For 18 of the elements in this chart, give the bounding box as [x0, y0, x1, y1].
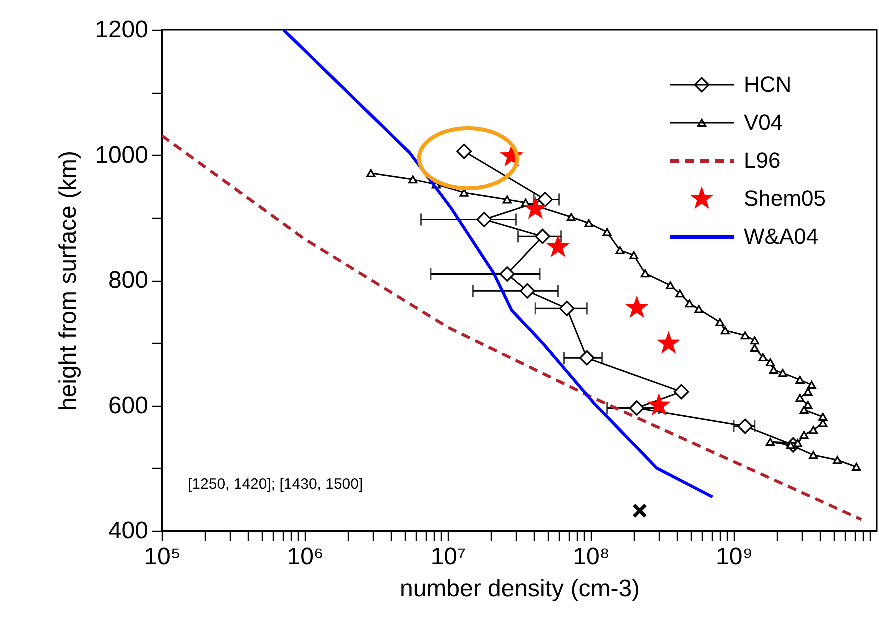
y-tick-label: 800	[108, 267, 148, 294]
y-tick-label: 600	[108, 392, 148, 420]
y-tick-label: 1200	[95, 16, 148, 44]
annotation: [1250, 1420]; [1430, 1500]	[188, 476, 364, 493]
x-tick-label: 10⁹	[716, 544, 753, 570]
legend-label: V04	[744, 110, 784, 135]
legend-label: Shem05	[744, 186, 826, 211]
x-tick-label: 10⁶	[287, 544, 324, 570]
y-axis-title: height from surface (km)	[55, 150, 82, 412]
x-tick-label: 10⁸	[573, 544, 610, 570]
x-tick-label: 10⁵	[144, 544, 181, 570]
legend-label: W&A04	[744, 224, 819, 249]
y-tick-label: 1000	[95, 142, 148, 169]
x-axis-title: number density (cm-3)	[400, 576, 640, 602]
y-tick-label: 400	[108, 518, 148, 544]
legend-label: HCN	[744, 72, 792, 97]
x-tick-label: 10⁷	[430, 544, 466, 570]
legend-label: L96	[744, 148, 781, 173]
